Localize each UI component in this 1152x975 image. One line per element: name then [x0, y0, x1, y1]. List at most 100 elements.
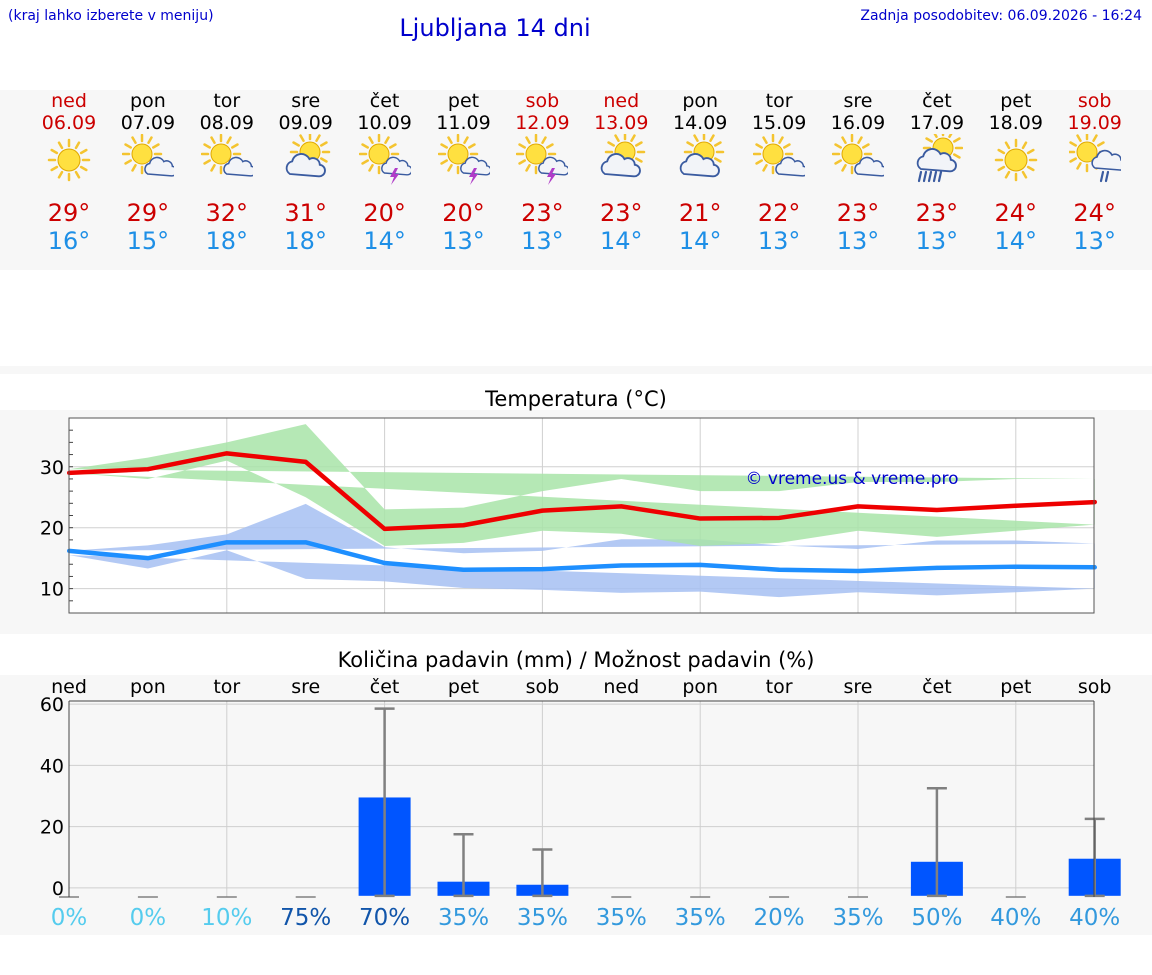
precip-day-label: tor: [213, 676, 241, 698]
precip-probability: 35%: [595, 905, 647, 931]
precip-probability: 0%: [129, 905, 167, 931]
day-date: 06.09: [41, 112, 97, 134]
day-date: 08.09: [199, 112, 254, 134]
sun-ray: [147, 136, 153, 144]
temp-max-point: [382, 526, 387, 531]
cloud-sun-icon: [679, 134, 725, 178]
sun-shape: [994, 138, 1038, 182]
cloud-shape: [144, 156, 174, 177]
lightning-bolt: [547, 168, 557, 185]
sun-ray: [1004, 141, 1011, 150]
precip-day-label: čet: [922, 676, 952, 698]
temp-max-band: [69, 424, 1095, 546]
precip-probability: 70%: [359, 905, 411, 931]
lightning-bolt: [468, 168, 478, 185]
cloud-outline: [916, 148, 957, 173]
sun-ray: [74, 170, 81, 179]
precip-day-label: tor: [765, 676, 793, 698]
cloud-shape: [916, 148, 957, 173]
sun-ray: [319, 141, 328, 147]
temp-min: 16°: [47, 227, 91, 255]
sun-ray: [124, 143, 132, 149]
sun-ray: [367, 136, 374, 144]
day-date: 12.09: [515, 112, 570, 134]
precip-day-label: ned: [603, 676, 640, 698]
day-name: čet: [369, 90, 400, 112]
sun-ray: [230, 143, 239, 149]
sun-ray: [50, 148, 59, 155]
temp-max: 31°: [284, 199, 327, 227]
rain-drop: [927, 170, 932, 183]
precip-day-label: ned: [51, 676, 87, 698]
day-name: ned: [51, 90, 87, 112]
temp-min-point: [461, 567, 466, 572]
sun-storm-icon: [358, 134, 411, 185]
sun-ray: [1021, 141, 1028, 150]
sun-shape: [832, 134, 873, 175]
cloud-outline: [775, 156, 806, 177]
sun-shape: [358, 134, 399, 175]
temp-min: 13°: [521, 227, 564, 255]
sun-ray: [518, 159, 527, 165]
temp-max: 23°: [836, 199, 880, 227]
sun-ray: [635, 141, 644, 147]
precip-probability: 50%: [911, 905, 963, 931]
cloud-outline: [1091, 149, 1121, 171]
cloud-sun-icon: [285, 134, 330, 178]
temp-max: 23°: [915, 199, 959, 227]
precip-day-label: sob: [1077, 676, 1112, 698]
sun-ray: [933, 134, 938, 138]
sun-icon: [47, 138, 91, 182]
sun-ray: [755, 159, 764, 165]
precip-probability: 40%: [990, 905, 1042, 931]
rain-drop: [922, 170, 927, 183]
day-date: 19.09: [1067, 112, 1122, 134]
cloud-outline: [223, 156, 253, 177]
temp-min: 13°: [757, 227, 801, 255]
sun-ray: [1026, 165, 1035, 172]
day-name: tor: [213, 90, 241, 112]
temp-max: 24°: [994, 199, 1038, 227]
sun-ray: [614, 134, 621, 142]
rain-drop: [1104, 170, 1109, 183]
precip-probability: 35%: [674, 905, 726, 931]
sun-ray: [857, 136, 863, 144]
sun-cloud-icon: [753, 134, 806, 177]
day-name: pet: [1000, 90, 1032, 112]
temp-min-point: [224, 540, 229, 545]
temp-min: 18°: [284, 227, 327, 255]
sun-ray: [841, 136, 847, 144]
forecast-strip: [0, 90, 1152, 270]
y-tick-label: 20: [40, 817, 64, 839]
cloud-shape: [538, 156, 569, 176]
y-tick-label: 20: [40, 518, 64, 540]
rain-drop: [937, 170, 942, 183]
y-tick-label: 60: [40, 694, 64, 716]
temp-min: 13°: [915, 227, 959, 255]
sun-ray: [1004, 170, 1011, 179]
day-date: 17.09: [909, 112, 965, 134]
temp-max-point: [698, 516, 703, 521]
sun-ray: [57, 170, 64, 179]
day-date: 14.09: [672, 112, 728, 134]
sun-ray: [1021, 170, 1028, 179]
temp-min-point: [1013, 564, 1018, 569]
temp-min-point: [145, 556, 150, 561]
cloud-outline: [144, 156, 174, 177]
sun-ray: [367, 164, 374, 172]
day-name: ned: [603, 90, 640, 112]
temp-min: 14°: [994, 227, 1038, 255]
rain-drop: [1099, 170, 1104, 183]
cloud-shape: [601, 153, 642, 178]
temp-max-point: [540, 508, 545, 513]
sun-ray: [360, 159, 369, 165]
temp-min: 13°: [442, 227, 485, 255]
cloud-shape: [679, 153, 721, 178]
sun-ray: [952, 153, 961, 159]
sun-ray: [1091, 134, 1098, 142]
sun-ray: [131, 136, 137, 144]
day-name: sre: [843, 90, 873, 112]
sun-ray: [1026, 148, 1035, 155]
cloud-shape: [854, 156, 884, 177]
